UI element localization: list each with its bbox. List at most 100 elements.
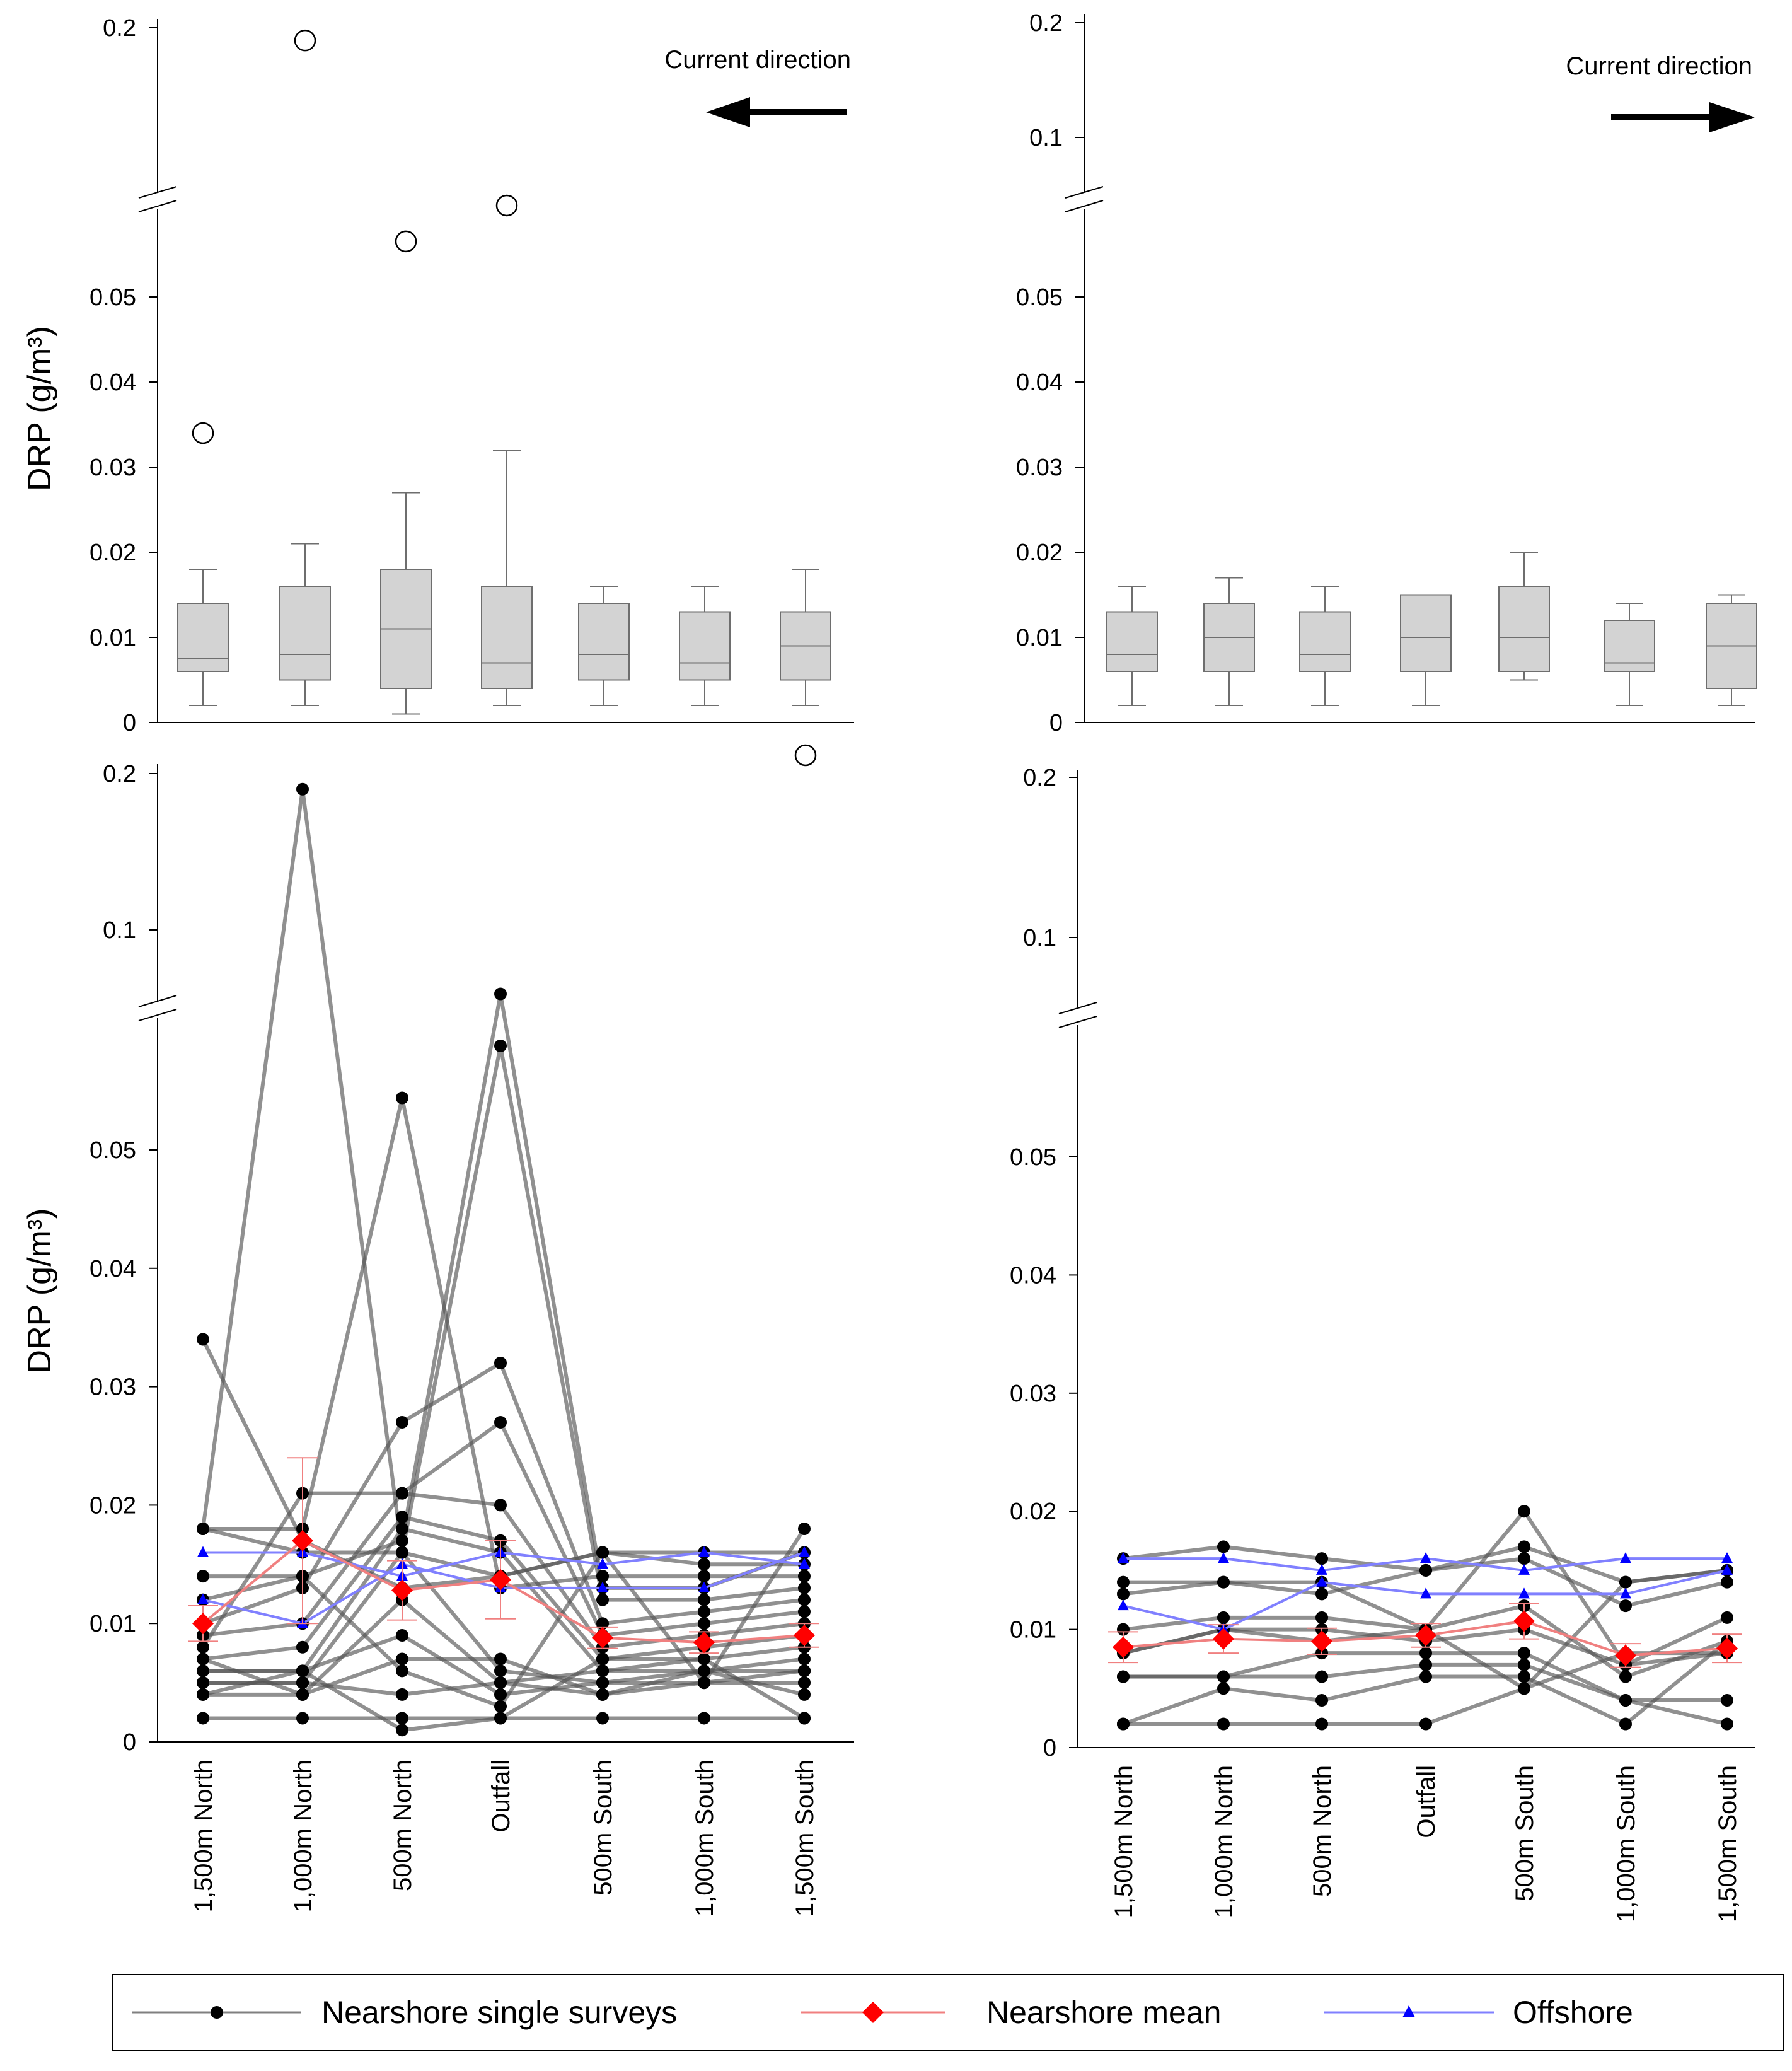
panel-bottom-left: 0 0.01 0.02 0.03 0.04 0.05 0.1 0.2 DRP (g/m³) 1,5… bbox=[21, 761, 854, 1917]
mean-point bbox=[592, 1627, 613, 1649]
x-category-label: 500m North bbox=[1309, 1765, 1336, 1897]
panel-bottom-right: 0 0.01 0.02 0.03 0.04 0.05 0.1 0.2 1,500m North 1… bbox=[1010, 765, 1755, 1922]
offshore-point bbox=[1721, 1563, 1733, 1575]
y-tick-label: 0.03 bbox=[1010, 1381, 1056, 1407]
y-axis-label: DRP (g/m³) bbox=[21, 326, 58, 491]
y-tick-label: 0.04 bbox=[90, 369, 136, 396]
mean-point bbox=[1311, 1630, 1332, 1652]
box-6 bbox=[679, 586, 731, 706]
offshore-point bbox=[597, 1581, 608, 1592]
x-category-label: 500m South bbox=[1511, 1765, 1539, 1901]
survey-point bbox=[698, 1570, 710, 1583]
offshore-point bbox=[1420, 1552, 1431, 1563]
offshore-point bbox=[1316, 1575, 1327, 1587]
legend-item-2: Nearshore mean bbox=[801, 1995, 1221, 2030]
box-1 bbox=[1106, 586, 1158, 706]
survey-point bbox=[698, 1617, 710, 1630]
box-iqr bbox=[578, 603, 630, 681]
survey-point bbox=[596, 1570, 609, 1583]
survey-point bbox=[798, 1605, 811, 1618]
nearshore-mean-series bbox=[1108, 1603, 1742, 1668]
survey-point bbox=[1518, 1540, 1530, 1553]
box-iqr bbox=[481, 586, 533, 689]
survey-point bbox=[596, 1664, 609, 1678]
survey-point bbox=[1619, 1670, 1632, 1683]
x-category-label: 1,500m South bbox=[791, 1760, 819, 1917]
survey-point bbox=[1117, 1623, 1130, 1636]
legend-item-1: Nearshore single surveys bbox=[132, 1995, 677, 2030]
survey-point bbox=[798, 1652, 811, 1666]
survey-point bbox=[1721, 1694, 1733, 1707]
survey-line bbox=[203, 1097, 804, 1591]
box-iqr bbox=[279, 586, 331, 681]
mean-point bbox=[794, 1624, 815, 1646]
survey-point bbox=[494, 1415, 507, 1429]
survey-point bbox=[1315, 1587, 1328, 1601]
survey-point bbox=[798, 1664, 811, 1678]
mean-point bbox=[1513, 1610, 1535, 1632]
axis-break-mark bbox=[138, 186, 177, 199]
survey-point bbox=[197, 1570, 209, 1583]
survey-point bbox=[798, 1676, 811, 1690]
survey-point bbox=[698, 1605, 710, 1618]
offshore-point bbox=[1620, 1552, 1631, 1563]
legend-circle-icon bbox=[211, 2006, 223, 2019]
box-6 bbox=[1604, 603, 1655, 706]
y-tick-label: 0.02 bbox=[90, 540, 136, 566]
y-tick-label: 0.2 bbox=[103, 15, 136, 42]
survey-point bbox=[1217, 1670, 1230, 1683]
y-tick-label: 0.04 bbox=[1016, 369, 1063, 396]
mean-point bbox=[490, 1569, 511, 1591]
survey-point bbox=[197, 1688, 209, 1701]
survey-point bbox=[197, 1652, 209, 1666]
survey-point bbox=[798, 1688, 811, 1701]
survey-point bbox=[396, 1628, 408, 1642]
y-tick-label: 0.04 bbox=[1010, 1262, 1056, 1289]
offshore-point bbox=[1420, 1587, 1431, 1599]
survey-point bbox=[197, 1712, 209, 1725]
survey-point bbox=[396, 1511, 408, 1524]
survey-point bbox=[197, 1664, 209, 1678]
y-axis: 0 0.01 0.02 0.03 0.04 0.05 0.2 bbox=[90, 15, 177, 736]
arrow-right-icon bbox=[1611, 102, 1755, 132]
axis-break-mark bbox=[1065, 200, 1104, 212]
survey-point bbox=[296, 1640, 309, 1654]
y-tick-label: 0.04 bbox=[90, 1256, 136, 1282]
y-axis: 0 0.01 0.02 0.03 0.04 0.05 0.1 0.2 bbox=[1010, 765, 1097, 1761]
survey-point bbox=[1217, 1540, 1230, 1553]
box-4 bbox=[481, 194, 533, 706]
box-iqr bbox=[1299, 611, 1351, 672]
outlier-point bbox=[794, 744, 817, 767]
survey-point bbox=[1315, 1717, 1328, 1731]
axis-break-mark bbox=[138, 995, 177, 1007]
survey-point bbox=[1117, 1670, 1130, 1683]
offshore-point bbox=[799, 1546, 810, 1557]
survey-point bbox=[1518, 1670, 1530, 1683]
survey-point bbox=[1619, 1575, 1632, 1589]
legend: Nearshore single surveys Nearshore mean Of… bbox=[112, 1974, 1784, 2051]
survey-point bbox=[1518, 1658, 1530, 1671]
legend-label: Nearshore mean bbox=[986, 1995, 1221, 2030]
survey-point bbox=[1518, 1682, 1530, 1695]
survey-point bbox=[1315, 1694, 1328, 1707]
box-4 bbox=[1400, 594, 1452, 706]
x-category-label: 1,500m North bbox=[190, 1760, 217, 1912]
axis-break-mark bbox=[1065, 186, 1104, 199]
survey-point bbox=[494, 1499, 507, 1512]
offshore-point bbox=[1620, 1587, 1631, 1599]
survey-point bbox=[798, 1712, 811, 1725]
outlier-point bbox=[495, 194, 518, 217]
mean-point bbox=[192, 1613, 214, 1635]
survey-point bbox=[396, 1487, 408, 1500]
survey-point bbox=[494, 1652, 507, 1666]
mean-point bbox=[391, 1579, 413, 1601]
survey-point bbox=[596, 1712, 609, 1725]
survey-point bbox=[1217, 1682, 1230, 1695]
nearshore-surveys bbox=[197, 782, 811, 1737]
x-category-label: 500m North bbox=[389, 1760, 417, 1891]
survey-point bbox=[1721, 1717, 1733, 1731]
outlier-point bbox=[192, 422, 214, 444]
survey-point bbox=[1619, 1717, 1632, 1731]
box-2 bbox=[1203, 577, 1255, 706]
current-direction-label: Current direction bbox=[1566, 52, 1752, 80]
